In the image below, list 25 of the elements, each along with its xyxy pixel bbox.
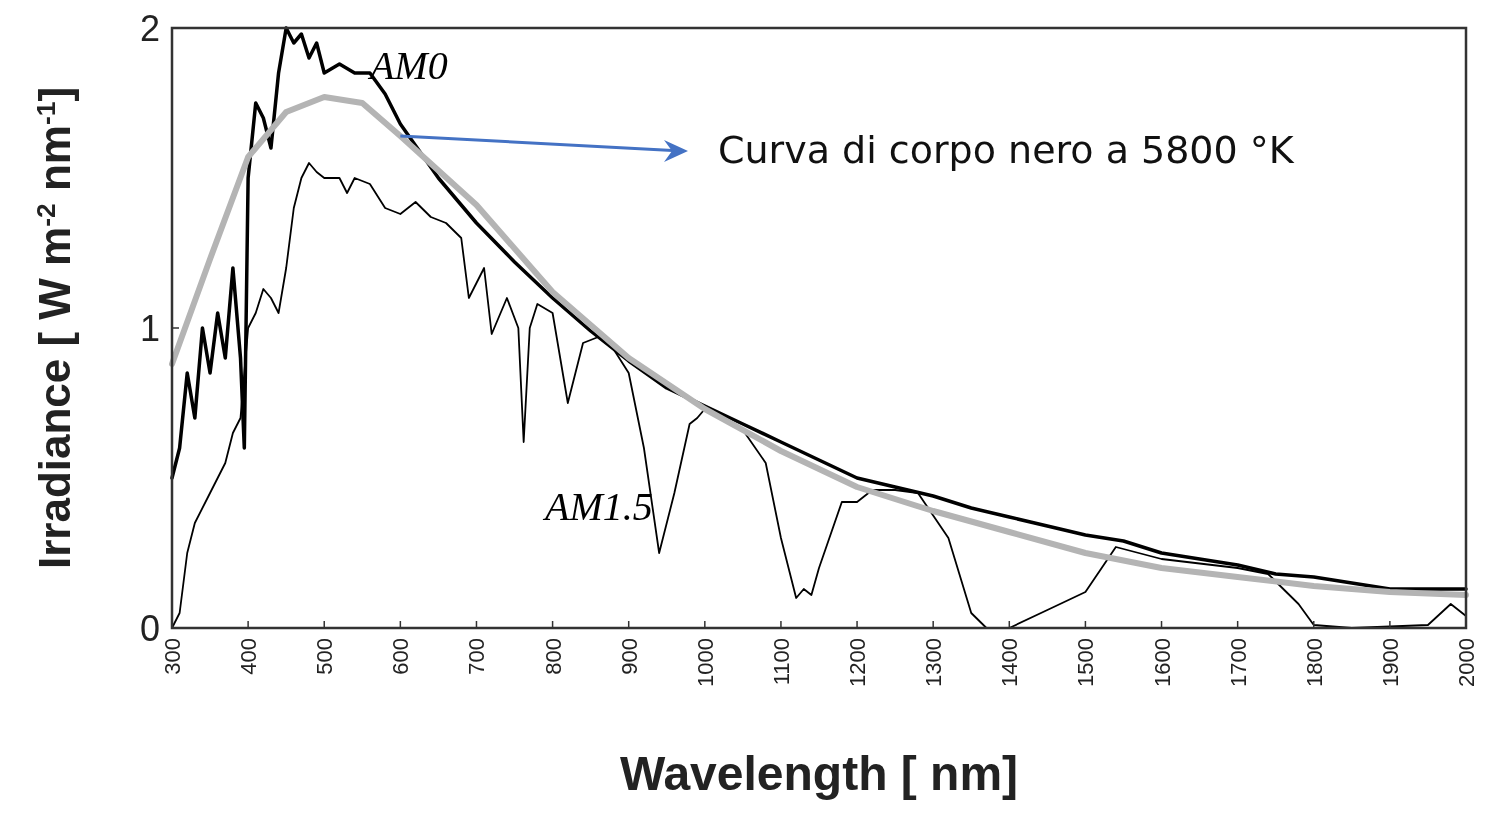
x-tick-label: 1200: [845, 638, 871, 687]
x-tick-label: 1900: [1377, 638, 1403, 687]
y-tick-label: 1: [139, 308, 160, 349]
series-label: AM0: [366, 43, 448, 88]
x-tick-label: 600: [388, 638, 414, 675]
x-tick-label: 1400: [997, 638, 1023, 687]
x-tick-label: 500: [312, 638, 338, 675]
x-tick-label: 1600: [1149, 638, 1175, 687]
x-tick-label: 1800: [1301, 638, 1327, 687]
annotation: Curva di corpo nero a 5800 °K: [718, 128, 1295, 172]
series-label: AM1.5: [541, 484, 653, 529]
x-axis-title: Wavelength [ nm]: [619, 747, 1019, 800]
x-tick-label: 900: [616, 638, 642, 675]
x-tick-label: 800: [540, 638, 566, 675]
x-tick-label: 400: [236, 638, 262, 675]
x-tick-label: 1700: [1225, 638, 1251, 687]
x-tick-label: 2000: [1454, 638, 1479, 687]
x-tick-label: 700: [464, 638, 490, 675]
x-tick-label: 1100: [768, 638, 794, 686]
x-tick-label: 300: [160, 638, 185, 675]
y-tick-label: 0: [139, 608, 160, 649]
x-tick-label: 1500: [1073, 638, 1099, 687]
x-tick-label: 1000: [692, 638, 718, 687]
x-tick-label: 1300: [921, 638, 947, 687]
y-tick-label: 2: [139, 8, 160, 49]
